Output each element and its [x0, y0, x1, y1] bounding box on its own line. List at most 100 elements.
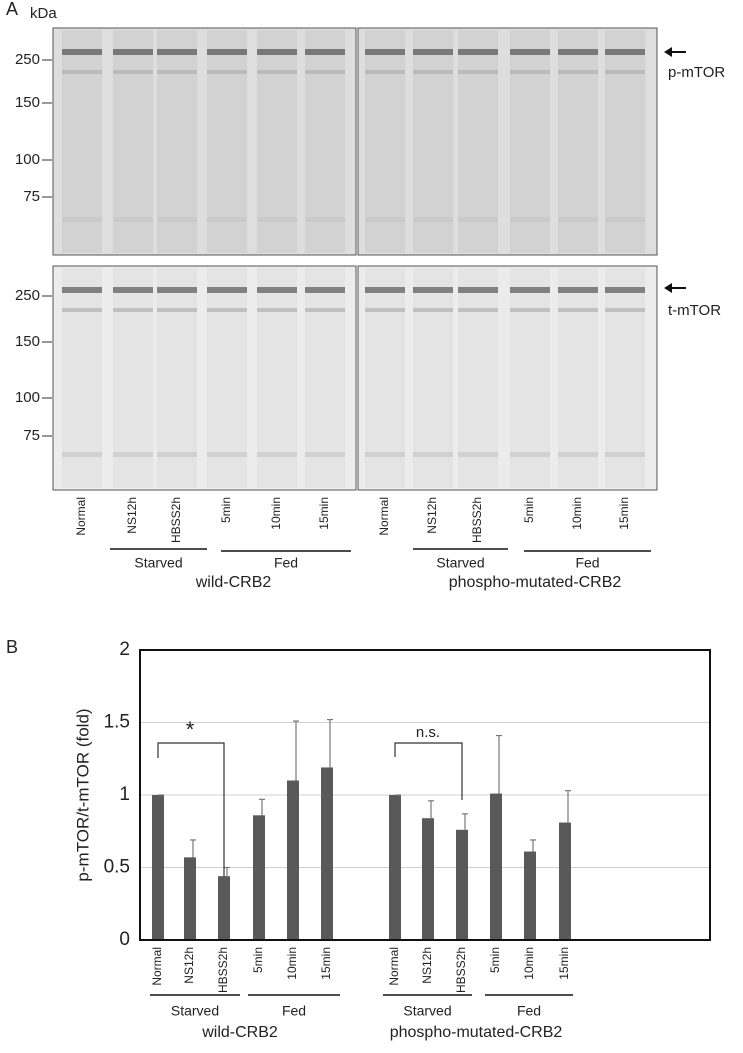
x-tick-label: 10min [285, 947, 299, 980]
blot-band [113, 217, 153, 222]
blot-band [365, 49, 405, 55]
blot-band [558, 49, 598, 55]
lane-label: 10min [269, 497, 283, 530]
blot-band [605, 308, 645, 312]
blot-band [257, 287, 297, 293]
blot-band [157, 308, 197, 312]
blot-band [558, 217, 598, 222]
y-tick-label: 0 [119, 929, 130, 950]
blot-lane [207, 30, 247, 253]
blot-band [207, 308, 247, 312]
lane-label: Normal [74, 497, 88, 536]
blot-band [157, 287, 197, 293]
bar [422, 818, 434, 940]
cell-line-label: phospho-mutated-CRB2 [449, 574, 622, 591]
x-tick-label: HBSS2h [216, 947, 230, 993]
blot-band [605, 49, 645, 55]
panel-label: B [6, 637, 18, 657]
group-label: Fed [517, 1003, 541, 1019]
blot-band [558, 308, 598, 312]
marker-label: 250 [15, 287, 40, 304]
blot-band [62, 452, 102, 457]
blot-band [365, 287, 405, 293]
blot-band [413, 452, 453, 457]
group-label: Starved [134, 555, 182, 571]
group-label: Fed [282, 1003, 306, 1019]
blot-band [257, 70, 297, 74]
y-axis-label: p-mTOR/t-mTOR (fold) [73, 708, 92, 881]
bar [524, 851, 536, 940]
blot-lane [257, 268, 297, 488]
blot-band [257, 217, 297, 222]
blot-band [558, 452, 598, 457]
cell-line-label: wild-CRB2 [195, 574, 272, 591]
blot-band [62, 308, 102, 312]
bar [218, 876, 230, 940]
blot-lane [305, 268, 345, 488]
protein-label: p-mTOR [668, 64, 725, 81]
blot-lane [305, 30, 345, 253]
significance-label: n.s. [416, 724, 440, 741]
blot-band [365, 452, 405, 457]
y-tick-label: 1 [119, 784, 130, 805]
blot-band [510, 452, 550, 457]
blot-band [558, 287, 598, 293]
blot-band [458, 217, 498, 222]
blot-band [510, 287, 550, 293]
bar [456, 829, 468, 940]
blot-band [413, 287, 453, 293]
x-tick-label: Normal [150, 947, 164, 986]
blot-band [207, 70, 247, 74]
blot-band [458, 452, 498, 457]
blot-lane [62, 30, 102, 253]
bar [321, 767, 333, 940]
blot-band [413, 70, 453, 74]
blot-band [605, 70, 645, 74]
significance-bracket [394, 742, 463, 800]
blot-band [257, 49, 297, 55]
blot-band [113, 452, 153, 457]
group-label: Fed [575, 555, 599, 571]
x-tick-label: 5min [251, 947, 265, 973]
blot-lane [510, 30, 550, 253]
blot-band [558, 70, 598, 74]
bar [152, 795, 164, 940]
lane-label: HBSS2h [169, 497, 183, 543]
blot-band [365, 308, 405, 312]
blot-lane [458, 30, 498, 253]
blot-lane [510, 268, 550, 488]
blot-band [207, 452, 247, 457]
blot-band [365, 70, 405, 74]
y-tick-label: 1.5 [104, 712, 130, 733]
group-label: Starved [171, 1003, 219, 1019]
blot-band [257, 452, 297, 457]
marker-label: 75 [23, 427, 40, 444]
bar [490, 793, 502, 940]
cell-line-label: wild-CRB2 [201, 1024, 278, 1041]
blot-lane [257, 30, 297, 253]
blot-band [458, 287, 498, 293]
unit-label: kDa [30, 5, 57, 22]
blot-band [305, 49, 345, 55]
x-tick-label: 15min [557, 947, 571, 980]
blot-band [510, 70, 550, 74]
blot-band [157, 70, 197, 74]
x-tick-label: NS12h [420, 947, 434, 984]
lane-label: 5min [522, 497, 536, 523]
blot-band [365, 217, 405, 222]
blot-band [413, 308, 453, 312]
protein-label: t-mTOR [668, 302, 721, 319]
bar [559, 822, 571, 940]
blot-band [113, 70, 153, 74]
blot-lane [113, 30, 153, 253]
blot-band [305, 287, 345, 293]
blot-lane [558, 268, 598, 488]
blot-band [305, 217, 345, 222]
y-tick-label: 2 [119, 639, 130, 660]
blot-band [62, 70, 102, 74]
blot-band [510, 308, 550, 312]
marker-label: 75 [23, 188, 40, 205]
significance-bracket [157, 742, 225, 877]
